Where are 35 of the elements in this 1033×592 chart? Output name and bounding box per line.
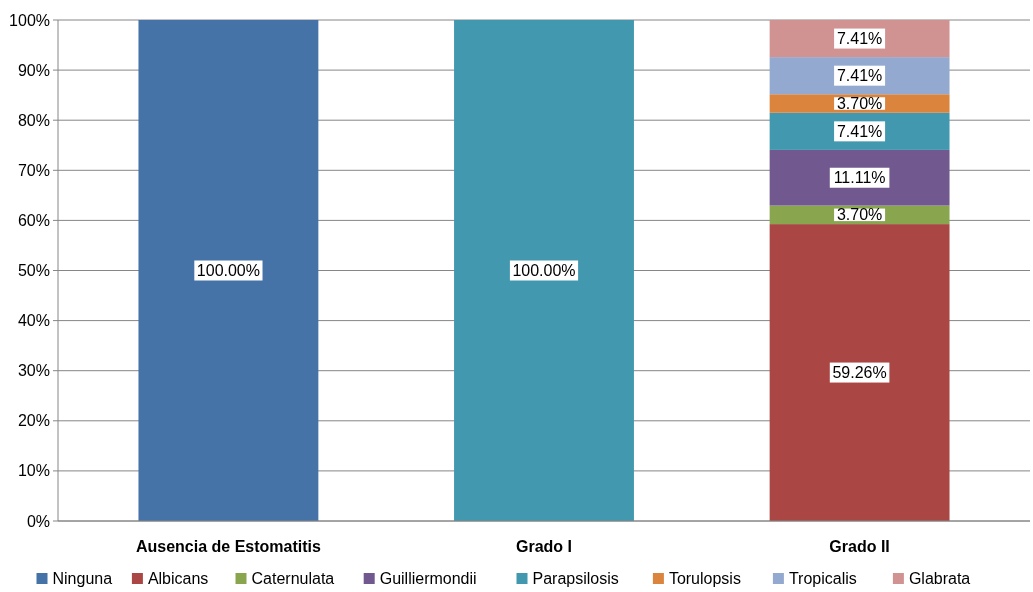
bar	[769, 149, 950, 206]
data-label: 100.00%	[196, 262, 260, 279]
y-tick-label: 100%	[9, 11, 50, 29]
y-tick-label: 30%	[17, 362, 50, 380]
legend-label: Parapsilosis	[532, 570, 619, 587]
y-tick-label: 20%	[17, 412, 50, 430]
y-tick-label: 10%	[17, 462, 50, 480]
legend-label: Guilliermondii	[379, 570, 477, 587]
y-tick-label: 50%	[17, 262, 50, 279]
legend-label: Ninguna	[52, 570, 113, 587]
legend-label: Torulopsis	[668, 570, 741, 587]
data-label: 100.00%	[512, 262, 576, 279]
legend-label: Albicans	[147, 570, 209, 587]
data-label: 7.41%	[836, 122, 883, 140]
y-tick-label: 70%	[17, 161, 50, 179]
legend-label: Tropicalis	[788, 570, 857, 587]
data-label: 11.11%	[833, 169, 886, 187]
data-label: 3.70%	[836, 95, 883, 113]
y-tick-label: 0%	[26, 512, 50, 530]
legend-label: Caternulata	[251, 570, 335, 587]
data-label: 7.41%	[836, 67, 883, 85]
y-tick-label: 80%	[17, 111, 50, 129]
y-tick-label: 60%	[17, 211, 50, 229]
legend-label: Glabrata	[908, 570, 971, 587]
x-tick-label: Grado I	[515, 538, 573, 555]
x-tick-label: Grado II	[829, 538, 890, 555]
data-label: 3.70%	[836, 206, 883, 224]
x-tick-label: Ausencia de Estomatitis	[135, 538, 321, 555]
data-label: 59.26%	[832, 364, 887, 382]
bar	[769, 224, 950, 521]
y-tick-label: 40%	[17, 312, 50, 330]
bar	[138, 20, 319, 521]
y-tick-label: 90%	[17, 61, 50, 79]
data-label: 7.41%	[836, 30, 883, 48]
bar	[454, 20, 634, 521]
